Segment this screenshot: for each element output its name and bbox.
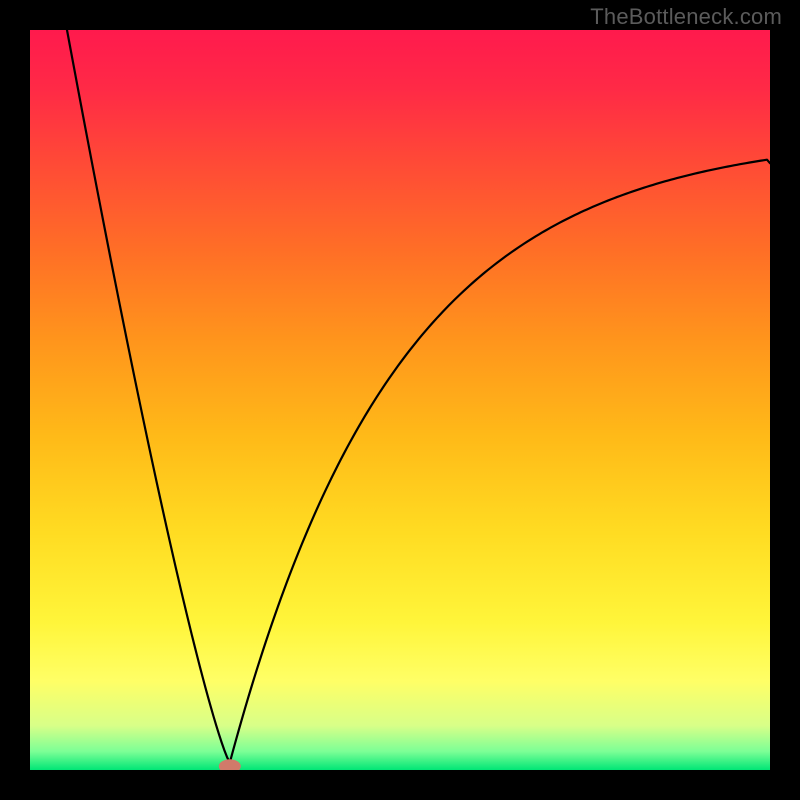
chart-frame: TheBottleneck.com [0,0,800,800]
gradient-background [30,30,770,770]
watermark-text: TheBottleneck.com [590,4,782,30]
plot-area [30,30,770,770]
